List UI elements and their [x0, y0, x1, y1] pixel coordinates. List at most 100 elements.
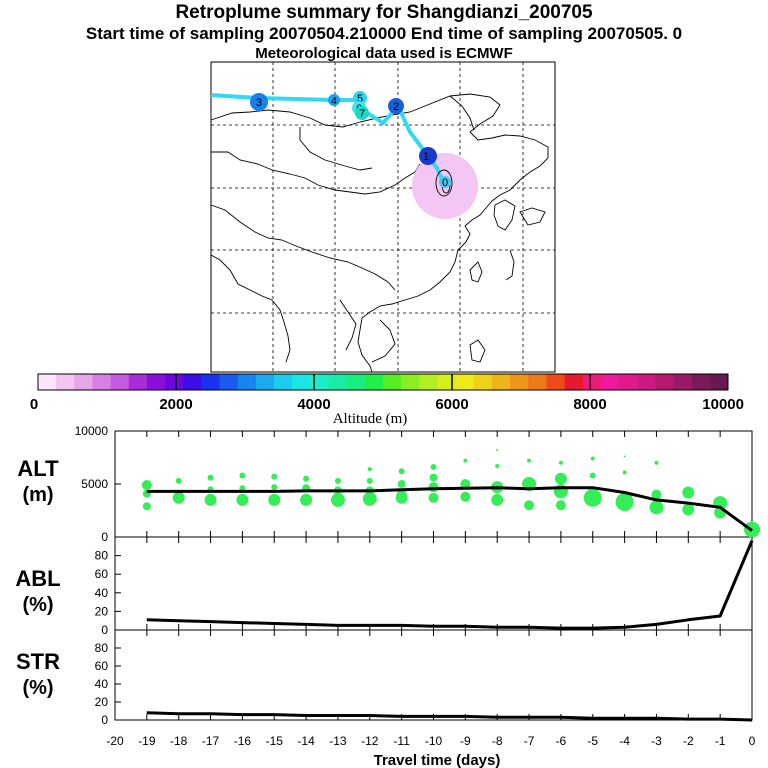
altitude-dot: [496, 449, 499, 452]
colorbar-frame: [37, 373, 729, 391]
colorbar-label: Altitude (m): [333, 411, 408, 427]
altitude-dot: [527, 458, 532, 463]
str-panel: 0 20 40 60 80: [95, 630, 753, 727]
altitude-dot: [303, 475, 310, 482]
y-tick-label: 5000: [81, 477, 108, 491]
marker-label: 5: [357, 93, 363, 105]
met-data-text: Meteorological data used is ECMWF: [255, 45, 513, 62]
altitude-dot: [554, 472, 567, 485]
colorbar-cell: [219, 374, 239, 390]
altitude-dot: [429, 473, 438, 482]
colorbar-tick-label: 0: [30, 396, 38, 413]
marker-label: 7: [359, 108, 365, 120]
colorbar-cell: [274, 374, 293, 390]
colorbar-cell: [455, 374, 475, 390]
marker-day-4: 4: [328, 94, 340, 107]
x-tick-label: -13: [329, 734, 347, 748]
colorbar-cell: [74, 374, 93, 390]
altitude-dot: [271, 484, 278, 491]
altitude-dot: [430, 464, 437, 471]
colorbar-cell: [364, 374, 384, 390]
marker-day-3: 3: [250, 93, 268, 111]
marker-label: 4: [331, 96, 337, 107]
trajectory-map: 3 4 5 6 7 2 1: [210, 61, 556, 373]
altitude-dot: [142, 502, 151, 511]
altitude-dot: [236, 493, 249, 506]
colorbar-cell: [419, 374, 438, 390]
altitude-dot: [204, 493, 217, 506]
y-tick-label: 10000: [75, 424, 109, 438]
x-tick-label: -15: [266, 734, 284, 748]
altitude-dot: [334, 477, 341, 484]
colorbar-cell: [691, 374, 711, 390]
map-frame: [210, 61, 556, 373]
y-tick-label: 80: [95, 549, 109, 563]
alt-panel-unit: (m): [22, 484, 53, 506]
colorbar-cells: [38, 374, 729, 390]
x-tick-label: -6: [556, 734, 567, 748]
y-tick-label: 80: [95, 641, 109, 655]
altitude-dot: [395, 491, 408, 504]
altitude-dot: [428, 492, 439, 503]
colorbar-tick-label: 4000: [297, 396, 330, 413]
colorbar-cell: [510, 374, 529, 390]
altitude-dot: [460, 491, 471, 502]
altitude-dot: [589, 472, 596, 479]
altitude-dot: [300, 493, 313, 506]
colorbar-major-dividers: [175, 374, 591, 390]
x-tick-label: -19: [138, 734, 156, 748]
colorbar-cell: [582, 374, 602, 390]
x-tick-label: -1: [715, 734, 726, 748]
altitude-dot: [622, 470, 627, 475]
altitude-dot: [590, 456, 595, 461]
altitude-dot: [141, 480, 152, 491]
altitude-dot: [651, 489, 662, 500]
colorbar-cell: [56, 374, 75, 390]
colorbar-cell: [600, 374, 620, 390]
y-tick-label: 40: [95, 677, 109, 691]
altitude-dot: [682, 503, 695, 516]
colorbar-cell: [165, 374, 184, 390]
marker-circle: [328, 94, 340, 106]
altitude-dot: [623, 455, 626, 458]
y-tick-label: 0: [101, 713, 108, 727]
x-tick-label: -9: [460, 734, 471, 748]
marker-circle: [439, 176, 451, 188]
x-tick-label: -12: [361, 734, 379, 748]
altitude-dot: [649, 500, 664, 515]
x-tick-label: -3: [651, 734, 662, 748]
colorbar-cell: [38, 374, 57, 390]
colorbar-tick-label: 10000: [702, 396, 744, 413]
altitude-dot: [654, 460, 659, 465]
y-tick-label: 20: [95, 695, 109, 709]
altitude-dot: [239, 472, 246, 479]
y-tick-label: 0: [101, 623, 108, 637]
x-axis-label: Travel time (days): [374, 752, 501, 768]
colorbar-cell: [637, 374, 656, 390]
x-tick-label: -2: [683, 734, 694, 748]
travel-time-axis: -20 -19 -18 -17 -16 -15 -14 -13 -12 -11 -10 -9 -8 -7-…: [106, 734, 755, 748]
x-tick-label: -18: [170, 734, 188, 748]
marker-circle: [388, 98, 404, 114]
x-tick-label: -16: [234, 734, 252, 748]
y-tick-label: 60: [95, 567, 109, 581]
altitude-dot: [463, 458, 468, 463]
trajectory-markers: 3 4 5 6 7 2 1: [250, 91, 451, 189]
altitude-dot: [682, 486, 695, 499]
altitude-dot: [398, 468, 405, 475]
marker-label: 0: [442, 177, 448, 189]
str-fraction-line: [146, 711, 753, 722]
str-panel-label: STR: [16, 649, 60, 674]
x-tick-label: -17: [202, 734, 220, 748]
abl-panel-unit: (%): [22, 594, 53, 616]
y-tick-label: 20: [95, 604, 109, 618]
altitude-colorbar: 0 2000 4000 6000 8000 10000 Altitude (m): [30, 373, 744, 427]
str-panel-unit: (%): [22, 677, 53, 699]
colorbar-cell: [401, 374, 420, 390]
marker-circle: [419, 147, 437, 165]
x-tick-label: -5: [587, 734, 598, 748]
colorbar-cell: [255, 374, 275, 390]
map-gridlines: [211, 62, 555, 372]
colorbar-cell: [346, 374, 366, 390]
altitude-dot: [330, 492, 345, 507]
